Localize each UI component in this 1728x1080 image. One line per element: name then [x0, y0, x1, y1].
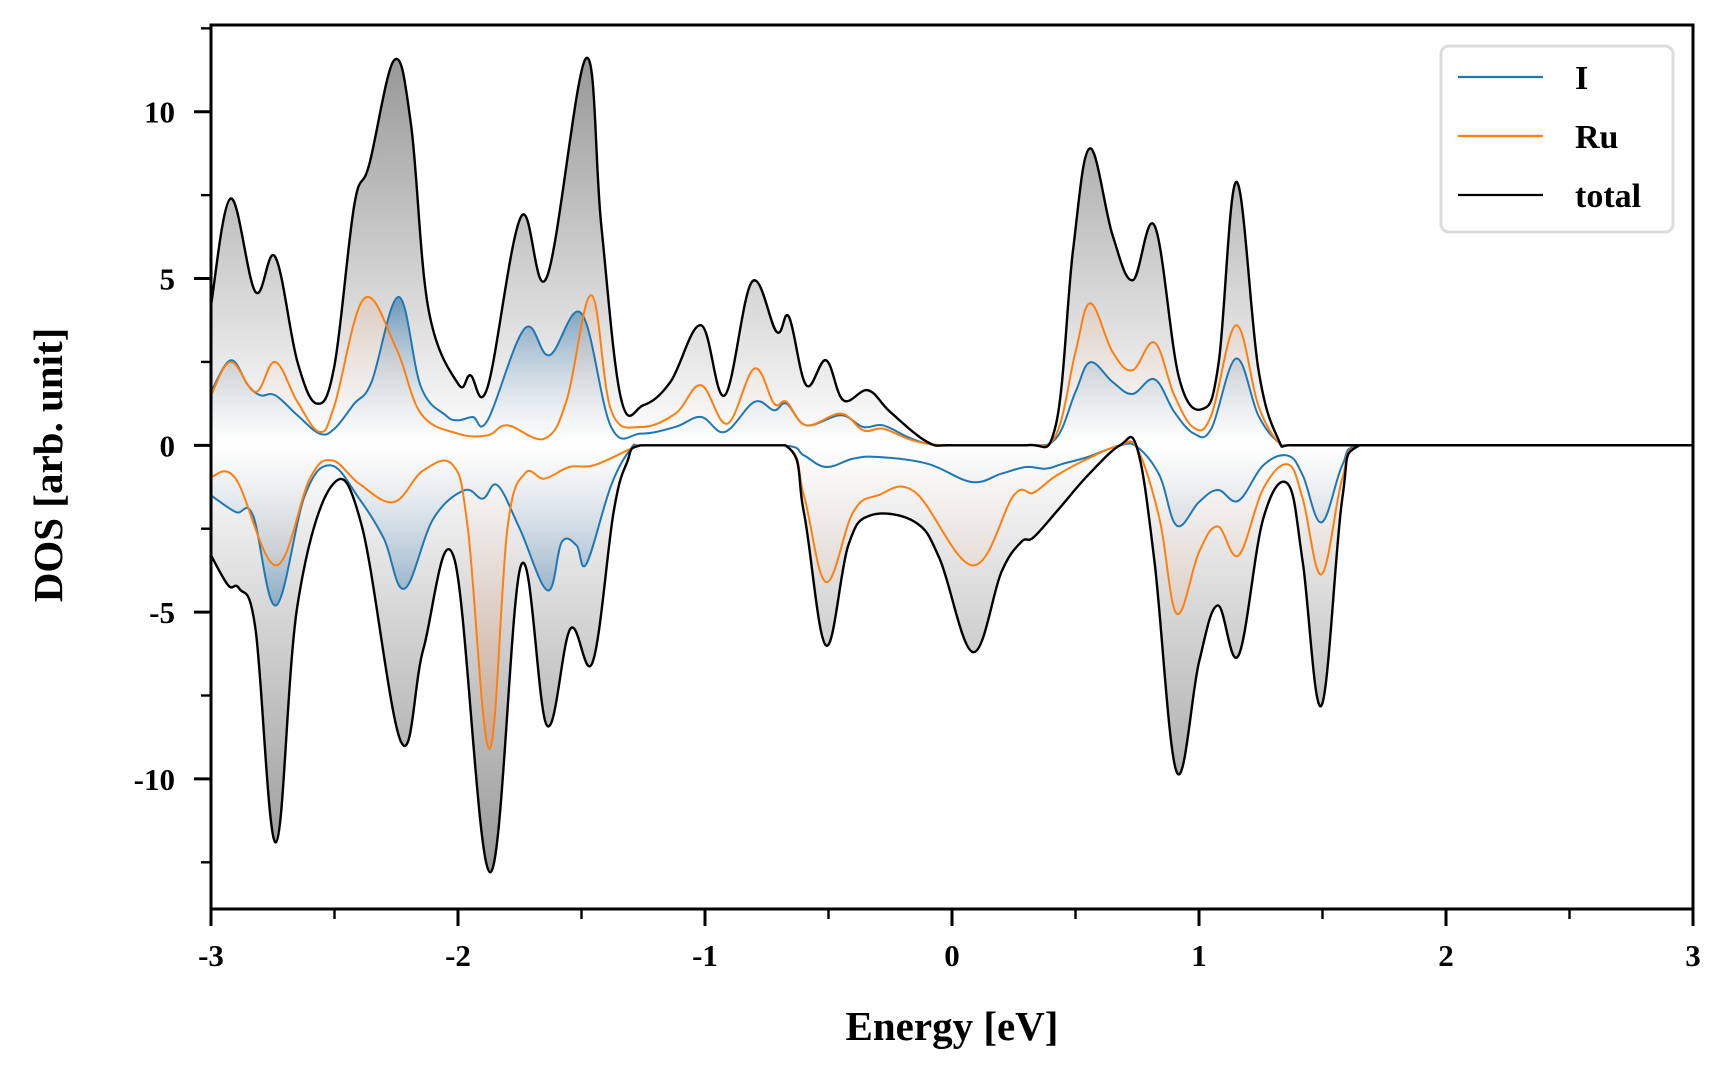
line-Ru-spin-down [211, 440, 1693, 750]
y-tick-label: 10 [144, 95, 175, 130]
x-tick-label: 3 [1685, 938, 1701, 973]
x-tick-label: -2 [445, 938, 471, 973]
x-axis-title: Energy [eV] [846, 1003, 1059, 1049]
y-axis: -10 -5 0 5 10 [134, 27, 211, 864]
x-tick-label: 1 [1191, 938, 1207, 973]
line-I-spin-down [211, 442, 1693, 607]
line-I-spin-up [211, 295, 1693, 447]
legend-label-I: I [1575, 60, 1588, 97]
line-Ru-spin-up [211, 294, 1693, 448]
line-total-spin-up [211, 57, 1693, 449]
x-tick-label: -3 [198, 938, 224, 973]
y-tick-label: -10 [134, 762, 175, 797]
y-axis-title: DOS [arb. unit] [25, 328, 71, 603]
legend-label-Ru: Ru [1575, 119, 1618, 156]
legend-label-total: total [1575, 178, 1641, 215]
x-tick-label: 2 [1438, 938, 1454, 973]
y-tick-label: -5 [149, 595, 175, 630]
x-tick-label: 0 [944, 938, 960, 973]
legend-box [1439, 44, 1675, 234]
x-axis: -3 -2 -1 0 1 2 3 [198, 909, 1701, 973]
fill-Ru-spin-down [211, 441, 1693, 749]
fill-Ru-spin-up [211, 295, 1693, 447]
y-tick-label: 0 [160, 428, 176, 463]
x-tick-label: -1 [692, 938, 718, 973]
plot-area [211, 57, 1693, 874]
legend: I Ru total [1439, 44, 1675, 234]
series-fills [211, 57, 1693, 873]
y-tick-label: 5 [160, 262, 176, 297]
line-total-spin-down [211, 435, 1693, 874]
series-lines [211, 57, 1693, 874]
